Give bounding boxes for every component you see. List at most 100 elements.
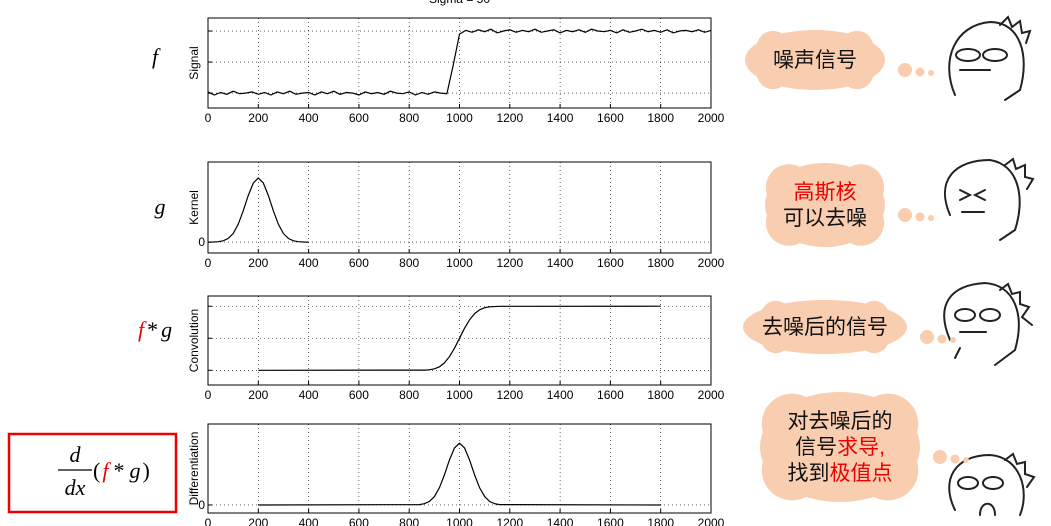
bubble-puff <box>840 30 874 64</box>
bubble-puff <box>859 323 890 354</box>
bubble-text-run: 高斯核 <box>794 181 857 204</box>
speech-bubble: 噪声信号 <box>745 30 934 90</box>
x-tick-label: 0 <box>205 111 212 125</box>
y-axis-label: Differentiation <box>187 432 201 506</box>
dino-3 <box>943 281 1033 366</box>
bubble-text-run: 去噪后的信号 <box>762 316 888 339</box>
signal-line <box>207 28 712 96</box>
deriv-close: ) <box>142 458 149 483</box>
x-tick-label: 1800 <box>647 256 674 270</box>
x-tick-label: 1000 <box>446 516 473 526</box>
bubble-puff <box>756 30 790 64</box>
x-tick-label: 400 <box>299 256 319 270</box>
x-tick-label: 600 <box>349 111 369 125</box>
x-tick-label: 400 <box>299 111 319 125</box>
dino-2 <box>944 157 1035 241</box>
deriv-expr: (f * g) <box>93 458 150 483</box>
x-tick-label: 2000 <box>698 388 725 402</box>
x-tick-label: 1200 <box>496 388 523 402</box>
x-tick-label: 2000 <box>698 256 725 270</box>
x-tick-label: 200 <box>248 388 268 402</box>
x-tick-label: 1600 <box>597 256 624 270</box>
cartoons <box>943 15 1036 516</box>
label-conv: f * g <box>138 317 172 342</box>
label-g: g <box>155 194 166 219</box>
x-tick-label: 600 <box>349 256 369 270</box>
x-tick-label: 200 <box>248 111 268 125</box>
conv-g: g <box>161 317 172 342</box>
bubble-text: 找到极值点 <box>788 462 893 485</box>
deriv-f: f <box>102 458 111 483</box>
x-tick-label: 1400 <box>547 111 574 125</box>
bubble-text: 对去噪后的 <box>788 410 893 433</box>
deriv-num: d <box>70 442 82 467</box>
bubble-dot <box>950 337 956 343</box>
y-axis-label: Signal <box>187 46 201 79</box>
conv-f: f <box>138 317 147 342</box>
x-tick-label: 600 <box>349 388 369 402</box>
bubble-text: 信号求导, <box>795 436 885 459</box>
bubble-text-run: 可以去噪 <box>783 207 867 230</box>
x-tick-label: 1200 <box>496 516 523 526</box>
bubble-dot <box>928 70 934 76</box>
bubble-puff <box>837 199 885 246</box>
y-tick-label: 0 <box>198 498 205 512</box>
bubble-puff <box>756 56 790 90</box>
signal-line <box>207 177 309 243</box>
x-tick-label: 800 <box>399 516 419 526</box>
bubble-puff <box>761 439 823 501</box>
x-tick-label: 1200 <box>496 111 523 125</box>
bubble-text-run: 找到 <box>788 462 830 485</box>
dino-1 <box>948 15 1032 101</box>
x-tick-label: 800 <box>399 111 419 125</box>
x-tick-label: 400 <box>299 388 319 402</box>
x-tick-label: 400 <box>299 516 319 526</box>
bubble-text: 去噪后的信号 <box>762 316 888 339</box>
x-tick-label: 1000 <box>446 388 473 402</box>
bubble-text: 可以去噪 <box>783 207 867 230</box>
bubble-puff <box>859 300 890 331</box>
signal-line <box>258 442 661 506</box>
x-tick-label: 1000 <box>446 256 473 270</box>
deriv-g: g <box>129 458 140 483</box>
highlight-box <box>7 432 178 514</box>
bubble-puff <box>857 439 919 501</box>
x-tick-label: 1400 <box>547 516 574 526</box>
x-tick-label: 200 <box>248 516 268 526</box>
bubble-dot <box>920 330 934 344</box>
x-tick-label: 1400 <box>547 388 574 402</box>
x-tick-label: 0 <box>205 256 212 270</box>
plot-box <box>207 161 712 254</box>
x-tick-label: 1800 <box>647 516 674 526</box>
bubble-dot <box>898 63 912 77</box>
x-tick-label: 1800 <box>647 111 674 125</box>
x-tick-label: 800 <box>399 256 419 270</box>
bubble-dot <box>928 215 934 221</box>
speech-bubble: 去噪后的信号 <box>743 300 956 354</box>
bubble-dot <box>937 334 947 344</box>
deriv-den: dx <box>65 475 86 500</box>
x-tick-label: 1000 <box>446 111 473 125</box>
bubble-dot <box>915 212 925 222</box>
conv-op: * <box>147 317 158 342</box>
x-tick-label: 1600 <box>597 516 624 526</box>
x-tick-label: 600 <box>349 516 369 526</box>
x-tick-label: 800 <box>399 388 419 402</box>
x-tick-label: 1200 <box>496 256 523 270</box>
bubble-text-run: 极值点 <box>830 462 893 485</box>
bubble-puff <box>840 56 874 90</box>
bubble-puff <box>765 164 813 211</box>
bubble-dot <box>933 450 947 464</box>
bubble-dot <box>950 454 960 464</box>
bubble-puff <box>760 300 791 331</box>
x-tick-label: 0 <box>205 388 212 402</box>
x-tick-label: 0 <box>205 516 212 526</box>
x-tick-label: 2000 <box>698 111 725 125</box>
bubble-text: 噪声信号 <box>773 49 857 72</box>
bubble-puff <box>837 164 885 211</box>
x-tick-label: 1800 <box>647 388 674 402</box>
bubble-puff <box>857 393 919 455</box>
bubble-dot <box>898 208 912 222</box>
